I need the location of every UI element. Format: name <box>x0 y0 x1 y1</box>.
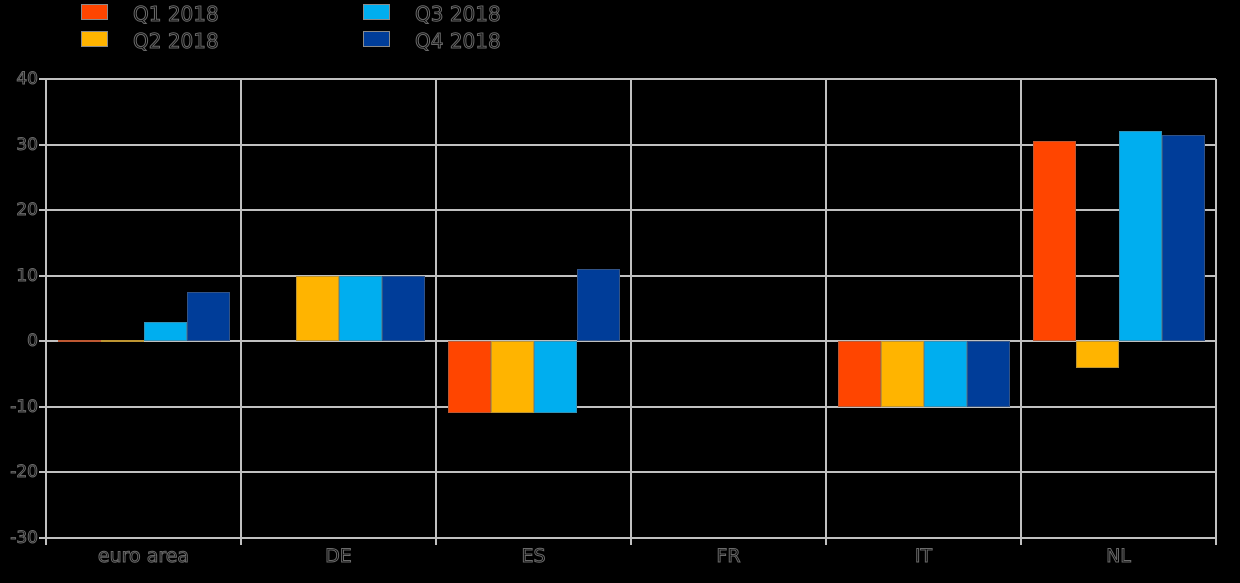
bar-q3-2018-euro-area <box>143 321 187 342</box>
bar-q2-2018-it <box>880 341 924 407</box>
x-axis-tick <box>1215 538 1217 545</box>
y-tick-label: 20 <box>16 200 39 221</box>
y-tick-label: -10 <box>10 396 39 417</box>
y-axis-tick <box>39 274 46 277</box>
y-axis-tick <box>39 209 46 212</box>
legend-swatch-q1 <box>81 4 108 20</box>
bar-q4-2018-it <box>966 341 1010 407</box>
legend-swatch-q4 <box>363 31 390 47</box>
legend-swatch-q3 <box>363 4 390 20</box>
bar-q4-2018-nl <box>1161 134 1205 342</box>
bar-q3-2018-nl <box>1118 131 1162 342</box>
x-axis-tick <box>45 538 47 545</box>
y-tick-label: 30 <box>16 134 39 155</box>
legend-swatch-q2 <box>81 31 108 47</box>
bar-q3-2018-de <box>338 275 382 342</box>
bar-q4-2018-es <box>576 269 620 342</box>
y-axis-tick <box>39 405 46 408</box>
x-axis-tick <box>1020 538 1022 545</box>
legend-label-q3: Q3 2018 <box>415 2 502 27</box>
bar-q1-2018-it <box>837 341 881 407</box>
x-category-label: ES <box>521 545 546 568</box>
bar-q1-2018-euro-area <box>57 339 101 342</box>
bar-q2-2018-nl <box>1075 341 1119 368</box>
y-tick-label: -20 <box>10 462 39 483</box>
y-axis-tick <box>39 143 46 146</box>
gridline-horizontal <box>46 537 1216 539</box>
gridline-vertical <box>630 79 632 538</box>
bar-q2-2018-euro-area <box>100 339 144 342</box>
legend-label-q1: Q1 2018 <box>133 2 220 27</box>
bar-q2-2018-es <box>490 341 534 414</box>
bar-q1-2018-nl <box>1032 141 1076 342</box>
x-category-label: DE <box>325 545 353 568</box>
y-axis-tick <box>39 340 46 343</box>
x-axis-tick <box>630 538 632 545</box>
bar-q2-2018-de <box>295 275 339 342</box>
bar-q4-2018-euro-area <box>186 292 230 342</box>
x-category-label: euro area <box>97 545 190 568</box>
x-category-label: FR <box>716 545 741 568</box>
x-axis-tick <box>825 538 827 545</box>
x-category-label: IT <box>914 545 933 568</box>
plot-area <box>45 78 1217 539</box>
legend-label-q4: Q4 2018 <box>415 29 502 54</box>
y-tick-label: -30 <box>10 528 39 549</box>
bar-q4-2018-de <box>381 275 425 342</box>
bar-q3-2018-es <box>533 341 577 414</box>
bar-q1-2018-es <box>447 341 491 414</box>
gridline-vertical <box>825 79 827 538</box>
y-tick-label: 0 <box>27 331 39 352</box>
x-axis-tick <box>240 538 242 545</box>
y-tick-label: 40 <box>16 69 39 90</box>
y-tick-label: 10 <box>16 265 39 286</box>
x-category-label: NL <box>1106 545 1132 568</box>
y-axis-tick <box>39 471 46 474</box>
gridline-vertical <box>240 79 242 538</box>
legend-label-q2: Q2 2018 <box>133 29 220 54</box>
gridline-vertical <box>45 79 47 538</box>
y-axis-tick <box>39 78 46 80</box>
gridline-vertical <box>1215 79 1217 538</box>
y-axis-tick <box>39 537 46 539</box>
gridline-vertical <box>1020 79 1022 538</box>
gridline-vertical <box>435 79 437 538</box>
bar-q3-2018-it <box>923 341 967 407</box>
x-axis-tick <box>435 538 437 545</box>
